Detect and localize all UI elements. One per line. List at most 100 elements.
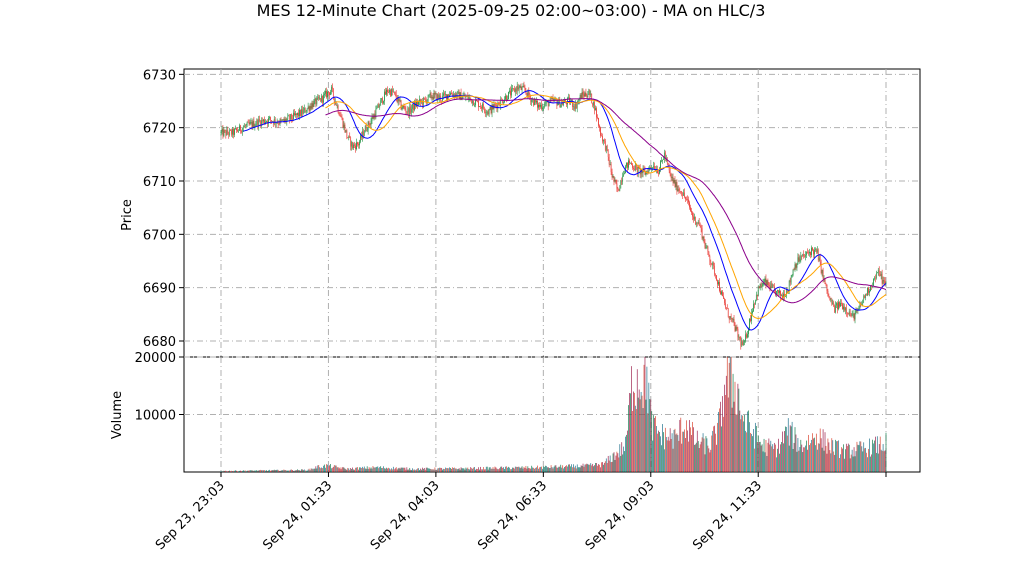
candle-body xyxy=(683,192,685,196)
volume-bar xyxy=(564,467,565,472)
candle-body xyxy=(845,307,846,311)
volume-bar xyxy=(482,467,484,472)
candle-body xyxy=(775,289,776,296)
candle-body xyxy=(361,131,363,138)
volume-bar xyxy=(856,441,858,472)
volume-bar xyxy=(474,466,475,472)
candle-body xyxy=(658,173,659,174)
candle-body xyxy=(271,121,273,122)
volume-bar xyxy=(479,469,480,472)
volume-bar xyxy=(808,434,809,472)
volume-bar xyxy=(843,444,844,472)
candle-body xyxy=(413,104,414,110)
volume-bar xyxy=(477,469,478,472)
volume-bar xyxy=(747,411,748,472)
volume-bar xyxy=(784,426,786,472)
volume-bar xyxy=(697,441,699,472)
candle-body xyxy=(352,142,353,149)
candle-body xyxy=(601,135,602,137)
candle-body xyxy=(841,303,842,304)
volume-bar xyxy=(357,467,358,472)
candle-body xyxy=(357,142,358,145)
candle-body xyxy=(790,277,792,283)
volume-bar xyxy=(410,469,412,472)
candle-body xyxy=(434,92,436,95)
volume-bar xyxy=(621,442,623,472)
candle-body xyxy=(389,90,390,93)
candle-body xyxy=(538,104,539,108)
volume-bar xyxy=(589,464,591,472)
volume-bar xyxy=(543,467,545,472)
candle-body xyxy=(439,95,441,99)
volume-bar xyxy=(636,369,638,472)
volume-bar xyxy=(390,469,391,472)
volume-bar xyxy=(388,467,389,472)
volume-bar xyxy=(581,465,583,472)
candle-body xyxy=(741,341,743,346)
volume-bar xyxy=(332,466,334,472)
volume-bar xyxy=(299,470,300,472)
volume-bar xyxy=(646,366,648,472)
volume-bar xyxy=(395,467,397,472)
volume-bar xyxy=(252,470,254,472)
candle-body xyxy=(420,99,421,103)
candle-body xyxy=(688,199,689,203)
volume-bar xyxy=(362,468,364,472)
volume-bar xyxy=(538,468,539,472)
candle-body xyxy=(267,121,268,124)
candle-body xyxy=(863,296,865,300)
volume-bar xyxy=(512,467,514,472)
candle-body xyxy=(576,103,578,109)
candle-body xyxy=(783,293,784,298)
candle-body xyxy=(321,95,323,102)
volume-bar xyxy=(622,454,624,472)
volume-bar xyxy=(537,465,538,472)
volume-bar xyxy=(561,467,563,472)
candle-body xyxy=(881,273,883,284)
volume-bar xyxy=(706,438,708,472)
volume-bar xyxy=(746,432,747,472)
volume-bar xyxy=(659,432,660,472)
volume-bar xyxy=(346,469,348,472)
volume-bar xyxy=(624,451,625,472)
candle-body xyxy=(578,99,580,101)
volume-bar xyxy=(850,454,852,472)
volume-bar xyxy=(535,467,536,472)
candle-body xyxy=(266,121,267,123)
volume-bar xyxy=(748,410,749,472)
candle-body xyxy=(523,85,525,88)
candle-body xyxy=(595,108,596,111)
candle-body xyxy=(283,119,285,122)
volume-bar xyxy=(272,470,274,472)
volume-bar xyxy=(580,465,582,472)
volume-bar xyxy=(462,468,464,472)
volume-bar xyxy=(694,444,695,472)
candle-body xyxy=(839,302,840,307)
candle-body xyxy=(393,91,395,93)
candle-body xyxy=(242,127,244,129)
volume-bar xyxy=(851,449,853,472)
candle-body xyxy=(552,98,554,101)
candle-body xyxy=(408,108,410,116)
volume-bar xyxy=(756,441,758,472)
candle-body xyxy=(225,130,227,136)
candle-body xyxy=(376,107,378,110)
volume-bar xyxy=(615,455,617,472)
volume-bar xyxy=(282,470,284,472)
candle-body xyxy=(855,310,857,313)
volume-bar xyxy=(811,439,812,472)
candle-body xyxy=(668,166,670,171)
volume-bar xyxy=(305,470,307,472)
volume-bar xyxy=(435,469,437,472)
candle-body xyxy=(276,122,278,124)
volume-bar xyxy=(676,433,678,472)
volume-bar xyxy=(796,451,798,472)
volume-bar xyxy=(693,427,694,472)
candle-body xyxy=(410,106,412,113)
candle-body xyxy=(522,85,524,88)
candle-body xyxy=(743,342,745,346)
volume-bar xyxy=(772,444,774,472)
volume-bar xyxy=(434,467,436,472)
candle-body xyxy=(325,91,326,94)
candle-body xyxy=(278,123,280,125)
